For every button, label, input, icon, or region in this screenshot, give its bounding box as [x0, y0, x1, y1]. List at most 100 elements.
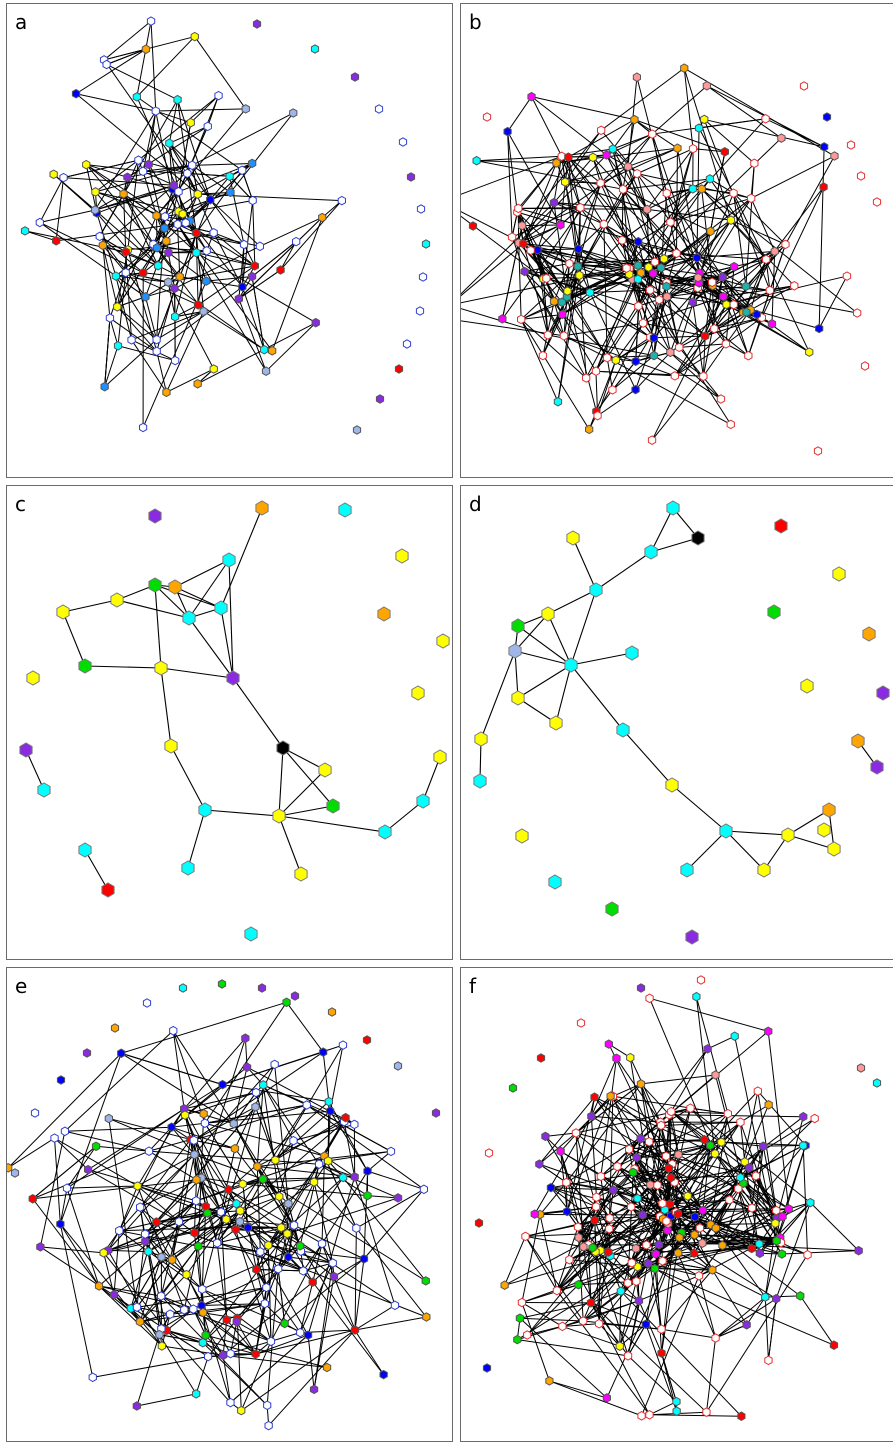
network-node	[412, 686, 424, 700]
network-node	[422, 240, 429, 248]
network-node	[147, 17, 154, 25]
network-node	[245, 927, 257, 941]
network-node	[703, 1408, 710, 1416]
network-node	[873, 198, 880, 206]
network-node	[782, 240, 789, 248]
network-node	[673, 249, 680, 257]
network-node	[227, 1349, 234, 1357]
network-node	[319, 213, 326, 221]
network-edge	[819, 276, 847, 328]
network-node	[639, 1211, 646, 1219]
network-node	[520, 240, 527, 248]
network-edge	[76, 94, 156, 111]
network-node	[310, 1385, 317, 1393]
network-node	[183, 1270, 190, 1278]
network-edge	[155, 585, 161, 668]
network-edge	[768, 1299, 776, 1361]
network-edge	[8, 1053, 121, 1168]
network-node	[831, 152, 838, 160]
network-edge	[726, 304, 809, 352]
network-node	[295, 867, 307, 881]
network-edge	[368, 1171, 424, 1189]
network-node	[238, 1406, 245, 1414]
network-node	[773, 1237, 780, 1245]
network-edge	[40, 1247, 103, 1253]
network-node	[847, 141, 854, 149]
network-node	[92, 206, 99, 214]
network-node	[723, 300, 730, 308]
network-edge	[40, 1247, 166, 1330]
network-node	[254, 1162, 261, 1170]
network-node	[276, 1192, 283, 1200]
network-node	[142, 45, 149, 53]
network-node	[637, 1080, 644, 1088]
network-node	[29, 1195, 36, 1203]
network-node	[857, 172, 864, 180]
network-node	[576, 271, 583, 279]
network-edge	[189, 618, 233, 678]
network-node	[100, 1249, 107, 1257]
network-node	[339, 503, 351, 517]
network-node	[701, 115, 708, 123]
network-node	[565, 153, 572, 161]
network-node	[735, 1185, 742, 1193]
network-node	[210, 229, 217, 237]
network-node	[92, 1142, 99, 1150]
network-node	[700, 372, 707, 380]
network-edge	[768, 1031, 789, 1209]
network-node	[179, 210, 186, 218]
network-node	[256, 242, 263, 250]
network-node	[559, 310, 566, 318]
network-node	[633, 73, 640, 81]
network-node	[249, 159, 256, 167]
network-node	[272, 1156, 279, 1164]
network-edge	[233, 678, 283, 748]
network-node	[364, 1167, 371, 1175]
network-edge	[622, 189, 693, 240]
network-node	[174, 220, 181, 228]
network-node	[689, 145, 696, 153]
network-edge	[477, 156, 562, 160]
network-node	[182, 861, 194, 875]
network-node	[614, 1162, 621, 1170]
network-edge	[85, 850, 108, 890]
network-edge	[121, 1002, 286, 1053]
network-node	[562, 178, 569, 186]
nodes	[474, 501, 889, 944]
network-edge	[647, 149, 693, 210]
network-edge	[726, 831, 764, 870]
network-node	[814, 447, 821, 455]
network-node	[271, 1060, 278, 1068]
panel-label-c: c	[15, 494, 26, 514]
network-node	[72, 90, 79, 98]
network-node	[105, 1114, 112, 1122]
network-node	[120, 190, 127, 198]
network-node	[319, 763, 331, 777]
network-edge	[319, 1164, 398, 1198]
network-node	[871, 760, 883, 774]
network-node	[285, 1200, 292, 1208]
panel-label-f: f	[469, 976, 476, 996]
network-node	[483, 113, 490, 121]
network-node	[762, 1293, 769, 1301]
network-node	[239, 1180, 246, 1188]
network-node	[821, 143, 828, 151]
network-node	[631, 115, 638, 123]
network-edge	[121, 1053, 222, 1084]
network-node	[623, 264, 630, 272]
network-node	[193, 249, 200, 257]
network-edge	[300, 1246, 384, 1375]
network-node	[244, 1223, 251, 1231]
network-node	[560, 332, 567, 340]
network-node	[580, 1243, 587, 1251]
network-node	[718, 1138, 725, 1146]
network-node	[152, 107, 159, 115]
network-node	[11, 1169, 18, 1177]
network-node	[550, 297, 557, 305]
network-node	[775, 519, 787, 533]
network-node	[193, 229, 200, 237]
network-edge	[532, 97, 562, 157]
network-node	[242, 1034, 249, 1042]
network-node	[165, 249, 172, 257]
network-edge	[60, 1224, 92, 1377]
